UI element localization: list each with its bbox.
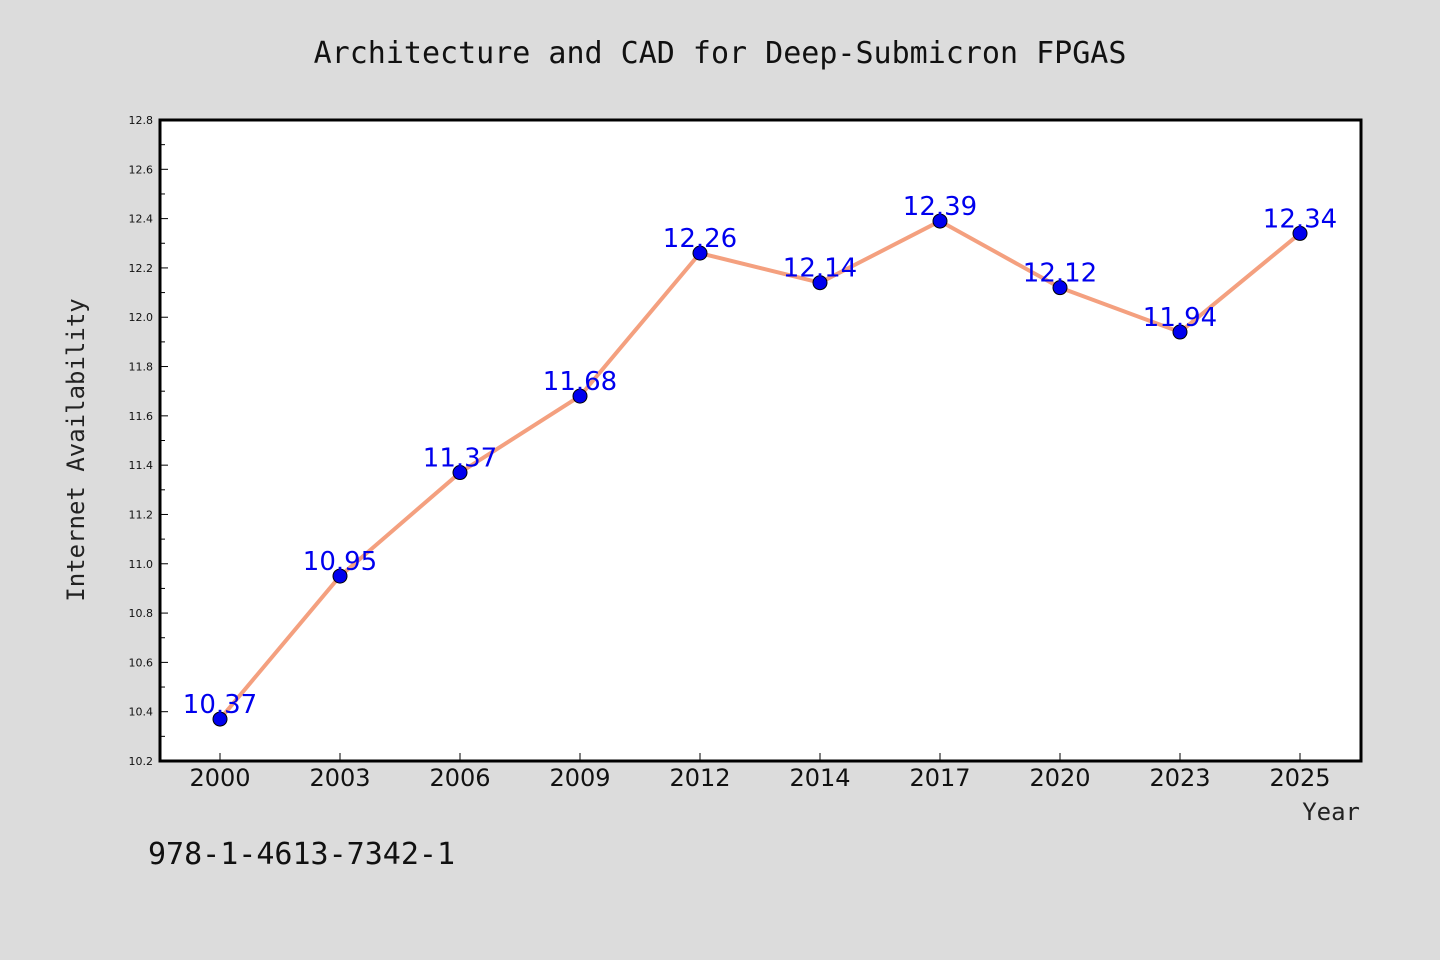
- isbn-text: 978-1-4613-7342-1: [148, 837, 455, 872]
- y-tick-label: 12.8: [129, 114, 154, 127]
- data-point-marker: [212, 711, 228, 727]
- data-label: 11.68: [543, 367, 617, 397]
- data-point-marker: [812, 275, 828, 291]
- data-point-marker: [932, 213, 948, 229]
- data-label: 11.94: [1143, 303, 1217, 333]
- y-tick-label: 11.4: [129, 459, 154, 472]
- y-tick-label: 10.2: [129, 755, 154, 768]
- y-tick-label: 11.2: [129, 508, 154, 521]
- series-line-path: [218, 219, 1302, 721]
- data-label: 10.95: [303, 547, 377, 577]
- data-point-marker: [1172, 324, 1188, 340]
- data-point-marker: [572, 388, 588, 404]
- y-axis-title: Internet Availability: [62, 298, 90, 601]
- y-tick-label: 10.6: [129, 656, 154, 669]
- x-tick-label: 2025: [1269, 764, 1330, 792]
- x-tick-label: 2014: [789, 764, 850, 792]
- x-tick-label: 2003: [309, 764, 370, 792]
- y-tick-label: 12.4: [129, 213, 154, 226]
- data-label: 12.26: [663, 224, 737, 254]
- data-point-marker: [332, 568, 348, 584]
- data-point-marker: [1292, 225, 1308, 241]
- y-tick-label: 10.4: [129, 706, 154, 719]
- y-tick-label: 11.6: [129, 410, 154, 423]
- data-labels: 10.37 10.95 11.37 11.68 12.26 12.14 12.39 12.12…: [183, 192, 1337, 720]
- y-tick-label: 11.8: [129, 361, 154, 374]
- y-tick-label: 10.8: [129, 607, 154, 620]
- y-tick-label: 12.6: [129, 163, 154, 176]
- data-label: 12.39: [903, 192, 977, 222]
- data-label: 12.34: [1263, 204, 1337, 234]
- x-tick-label: 2009: [549, 764, 610, 792]
- data-point-marker: [452, 465, 468, 481]
- x-tick-label: 2006: [429, 764, 490, 792]
- x-axis: 2000 2003 2006 2009 2012 2014 2017 2020 2023 2025: [189, 753, 1331, 792]
- x-tick-label: 2020: [1029, 764, 1090, 792]
- x-tick-label: 2017: [909, 764, 970, 792]
- y-tick-label: 12.0: [129, 311, 154, 324]
- x-axis-title: Year: [1302, 798, 1360, 826]
- data-point-marker: [1052, 280, 1068, 296]
- y-tick-label: 12.2: [129, 262, 154, 275]
- x-tick-label: 2012: [669, 764, 730, 792]
- data-label: 11.37: [423, 444, 497, 474]
- series-markers: [212, 213, 1308, 727]
- data-label: 12.14: [783, 254, 857, 284]
- series-line: [218, 219, 1302, 721]
- chart-title: Architecture and CAD for Deep-Submicron …: [314, 36, 1127, 71]
- y-axis: 10.2 10.4 10.6 10.8 11.0 11.2 11.4 11.6 11.8 12.0…: [129, 114, 168, 768]
- data-point-marker: [692, 245, 708, 261]
- x-tick-label: 2000: [189, 764, 250, 792]
- x-tick-label: 2023: [1149, 764, 1210, 792]
- plot-area: [158, 118, 1363, 763]
- y-tick-label: 11.0: [129, 558, 154, 571]
- data-label: 12.12: [1023, 259, 1097, 289]
- data-label: 10.37: [183, 690, 257, 720]
